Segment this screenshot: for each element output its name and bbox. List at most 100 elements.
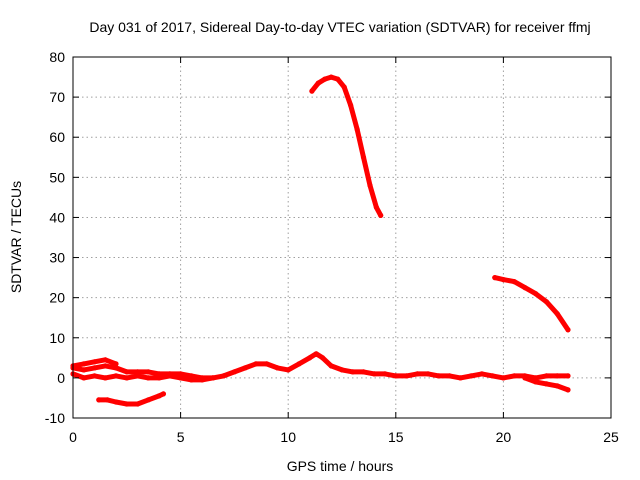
data-point: [313, 351, 319, 357]
data-point: [554, 311, 560, 317]
data-point: [339, 367, 345, 373]
data-point: [565, 327, 571, 333]
data-point: [500, 375, 506, 381]
data-point: [156, 375, 162, 381]
data-point: [113, 365, 119, 371]
data-point: [543, 299, 550, 305]
data-point: [124, 401, 130, 407]
data-point: [371, 371, 377, 377]
data-point: [554, 373, 560, 379]
data-point: [285, 367, 291, 373]
data-point: [378, 212, 384, 218]
data-point: [348, 102, 354, 108]
data-point: [533, 291, 539, 297]
data-point: [565, 387, 571, 393]
data-point: [511, 373, 517, 379]
plot-frame: [72, 56, 612, 419]
data-point: [522, 375, 528, 381]
data-point: [315, 80, 321, 86]
data-point: [167, 373, 173, 379]
x-tick-label: 5: [177, 429, 185, 445]
data-point: [221, 373, 227, 379]
data-point: [145, 397, 151, 403]
data-point: [373, 204, 379, 210]
data-point: [242, 365, 248, 371]
data-point: [124, 375, 130, 381]
data-point: [500, 277, 506, 283]
data-point: [328, 74, 334, 80]
data-point: [91, 359, 98, 365]
data-point: [135, 369, 141, 375]
x-tick-label: 10: [280, 429, 296, 445]
data-point: [160, 391, 166, 397]
data-point: [554, 383, 560, 389]
data-point: [457, 375, 463, 381]
data-point: [404, 373, 410, 379]
data-point: [511, 279, 517, 285]
data-point: [156, 393, 162, 399]
data-point: [360, 369, 367, 375]
ticks: [72, 56, 612, 419]
data-point: [231, 369, 237, 375]
data-point: [543, 373, 550, 379]
chart-title: Day 031 of 2017, Sidereal Day-to-day VTE…: [89, 19, 590, 35]
data-point: [113, 373, 119, 379]
data-point: [81, 367, 87, 373]
data-point: [468, 373, 474, 379]
data-point: [113, 361, 119, 367]
y-tick-label: 40: [49, 209, 65, 225]
data-point: [307, 355, 313, 361]
data-point: [264, 361, 270, 367]
data-point: [335, 76, 341, 82]
y-tick-label: 10: [49, 330, 65, 346]
data-point: [296, 361, 302, 367]
data-point: [81, 361, 87, 367]
data-point: [522, 285, 528, 291]
data-point: [328, 363, 334, 369]
data-point: [188, 377, 194, 383]
x-tick-label: 25: [603, 429, 619, 445]
data-point: [210, 375, 216, 381]
data-point: [124, 369, 130, 375]
data-point: [113, 399, 119, 405]
y-tick-label: 80: [49, 49, 65, 65]
series-evening-descent: [492, 275, 571, 333]
data-point: [320, 355, 326, 361]
data-point: [382, 371, 388, 377]
x-tick-label: 20: [496, 429, 512, 445]
data-point: [102, 357, 108, 363]
data-point: [414, 371, 420, 377]
data-point: [91, 373, 98, 379]
y-tick-label: 30: [49, 250, 65, 266]
data-point: [178, 375, 184, 381]
data-point: [393, 373, 399, 379]
y-tick-label: -10: [45, 410, 65, 426]
data-point: [360, 154, 367, 160]
x-tick-label: 15: [388, 429, 404, 445]
x-axis-label: GPS time / hours: [287, 458, 394, 474]
data-point: [350, 369, 356, 375]
data-point: [145, 375, 151, 381]
series-group: [70, 74, 571, 407]
data-point: [341, 84, 347, 90]
data-point: [447, 373, 453, 379]
data-point: [104, 397, 110, 403]
y-axis-label: SDTVAR / TECUs: [8, 181, 24, 293]
data-point: [367, 182, 373, 188]
data-point: [81, 375, 87, 381]
data-point: [490, 373, 496, 379]
data-point: [543, 381, 550, 387]
data-point: [102, 375, 108, 381]
data-point: [354, 126, 360, 132]
data-point: [492, 275, 498, 281]
data-point: [479, 371, 485, 377]
data-point: [436, 373, 442, 379]
data-point: [425, 371, 431, 377]
data-point: [565, 373, 571, 379]
data-point: [309, 88, 315, 94]
data-point: [322, 76, 328, 82]
data-point: [102, 363, 108, 369]
data-point: [135, 401, 141, 407]
